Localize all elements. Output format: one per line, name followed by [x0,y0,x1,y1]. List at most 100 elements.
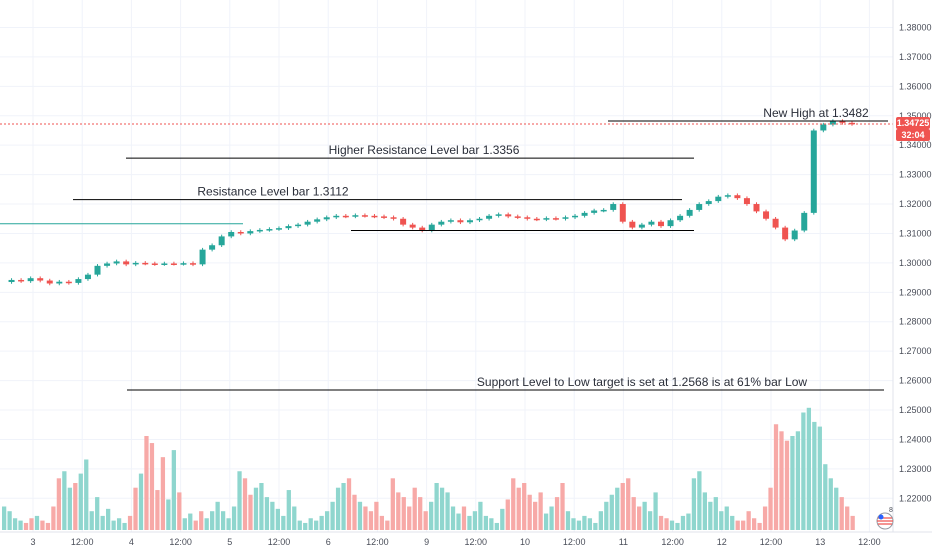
volume-bar [363,506,368,530]
price-tick-label: 1.36000 [899,81,932,91]
volume-bar [730,515,735,530]
candle-body [743,198,750,205]
volume-bar [560,483,565,530]
volume-bar [40,520,45,530]
volume-bar [89,511,94,530]
candle-body [228,231,235,237]
volume-bar [691,478,697,530]
volume-bar [571,518,576,530]
time-tick-label: 12:00 [366,537,389,547]
volume-bar [538,492,543,530]
volume-bar [259,483,264,530]
candle-body [581,212,588,216]
annotation-label: Higher Resistance Level bar 1.3356 [329,143,520,157]
volume-bar [45,522,51,530]
candle-body [199,249,206,265]
volume-bar [324,511,330,530]
candle-body [447,220,454,222]
price-axis[interactable] [893,0,932,550]
volume-bar [193,520,198,530]
volume-bar [51,506,56,530]
time-tick-label: 12:00 [268,537,291,547]
time-tick-label: 6 [326,537,331,547]
candle-body [791,230,798,240]
candle-body [180,263,187,265]
candle-body [46,280,53,284]
candle-body [801,212,808,231]
candle-body [218,236,225,246]
candle-body [829,121,836,125]
candle-body [104,263,111,266]
volume-bar [106,508,111,530]
volume-bar [292,506,297,530]
volume-bar [620,483,625,530]
candle-body [610,204,617,210]
volume-bar [565,511,571,530]
volume-bar [188,513,193,530]
volume-bar [472,511,478,530]
candle-body [476,218,483,221]
time-axis[interactable] [0,532,932,550]
candle-body [275,228,282,230]
drawn-lines[interactable] [0,120,888,391]
candle-body [657,221,664,227]
volume-bar [669,520,675,530]
volume-bar [231,506,237,530]
candle-body [8,279,15,283]
candle-body [65,281,72,284]
time-tick-label: 12:00 [71,537,94,547]
volume-bar [314,520,319,530]
candle-body [27,278,34,282]
candle-body [466,220,473,223]
volume-bar [138,473,144,530]
candle-body [75,279,82,283]
volume-bar [702,492,707,530]
annotations[interactable]: New High at 1.3482 Higher Resistance Leve… [197,106,869,389]
candle-body [333,215,340,218]
price-tick-label: 1.23000 [899,464,932,474]
volume-bar [2,506,7,530]
candle-body [600,209,607,212]
candle-body [84,274,91,280]
volume-bar [242,478,248,530]
candle-body [428,224,435,231]
candle-body [371,215,378,218]
volume-bar [576,520,582,530]
volume-bar [582,515,587,530]
volume-bar [604,501,609,530]
volume-bar [330,501,335,530]
candle-body [572,215,579,218]
price-tick-label: 1.25000 [899,405,932,415]
volume-bar [368,511,374,530]
time-tick-label: 12:00 [169,537,192,547]
price-tick-label: 1.34000 [899,140,932,150]
volume-bar [149,443,155,530]
candle-body [18,279,25,282]
volume-bar [637,506,642,530]
volume-bar [29,518,34,530]
price-tick-label: 1.26000 [899,376,932,386]
volume-bar [23,522,29,530]
candle-body [514,216,521,218]
candle-body [123,261,130,265]
volume-bar [751,518,757,530]
candle-body [820,124,827,131]
candle-body [638,224,645,228]
candle-body [562,217,569,219]
volume-bar [346,478,352,530]
volume-bar [845,506,850,530]
volume-bar [653,492,658,530]
volume-bar [642,501,647,530]
volume-bar [626,478,631,530]
candle-body [400,218,407,225]
volume-bar [215,501,220,530]
volume-bar [812,421,817,530]
volume-bar [839,497,844,530]
volume-bar [779,431,784,530]
candle-body [686,209,693,216]
time-axis-ticks: 3 12:00 4 12:00 5 12:00 6 12:00 9 12:00 10 12:00 11 1… [30,537,880,547]
volume-bar [697,471,702,530]
annotation-label: New High at 1.3482 [763,106,869,120]
candle-body [495,214,502,216]
